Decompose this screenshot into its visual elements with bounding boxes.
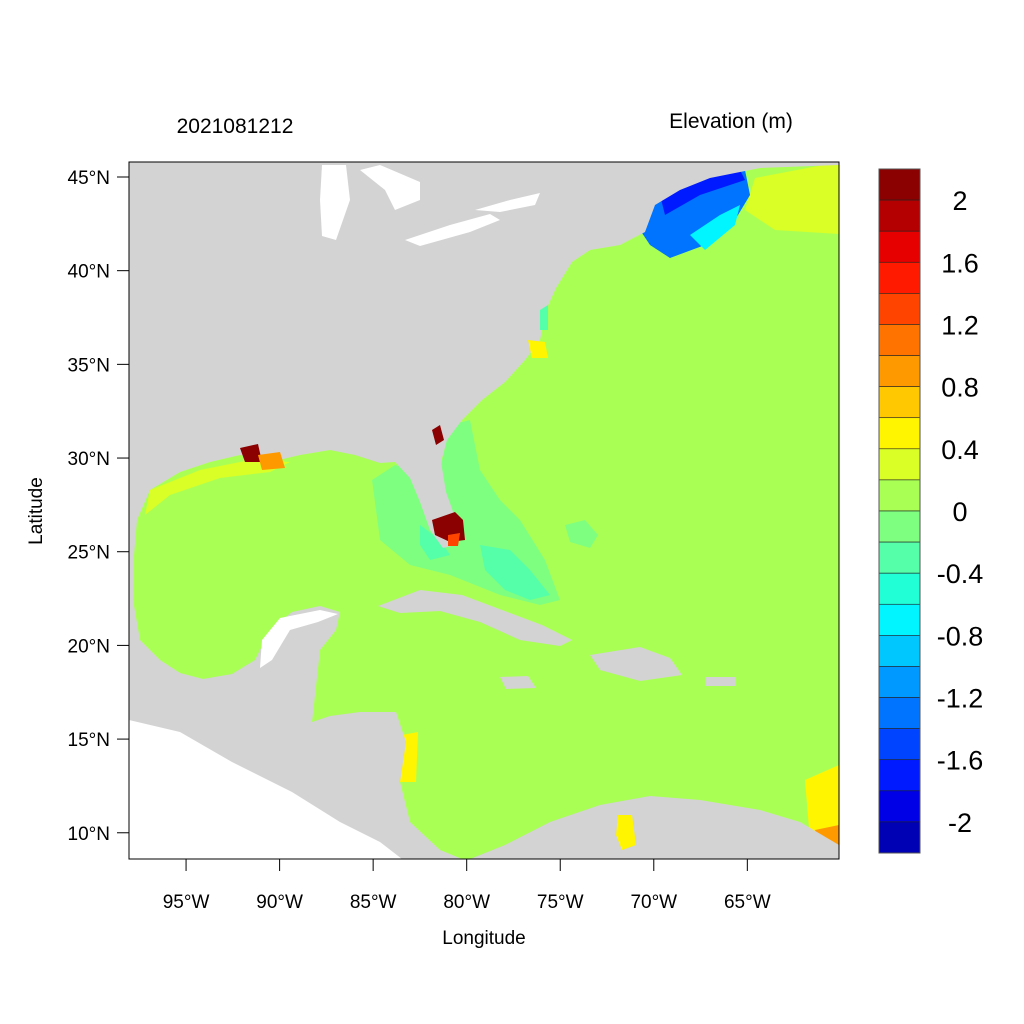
- colorbar-bin: [878, 448, 921, 481]
- colorbar-bin: [878, 324, 921, 356]
- hispaniola-land: [590, 647, 682, 681]
- y-tick-label: 30°N: [68, 449, 110, 470]
- yucatan-no-data: [260, 610, 338, 668]
- gulf-of-maine-low: [660, 170, 745, 215]
- lake-erie: [405, 214, 500, 246]
- jamaica-land: [500, 676, 536, 689]
- colorbar-bin: [878, 261, 921, 294]
- gulf-of-maine-yellow: [745, 162, 839, 234]
- colorbar-label: 0.8: [941, 373, 979, 403]
- variable-title: Elevation (m): [669, 110, 793, 133]
- colorbar-label: -1.6: [937, 746, 984, 776]
- colorbar-bin: [878, 168, 921, 201]
- colorbar-bin: [878, 603, 921, 636]
- colorbar-bin: [878, 635, 921, 667]
- y-tick-label: 35°N: [68, 355, 110, 376]
- colorbar-label: -1.2: [937, 684, 984, 714]
- lake-michigan: [320, 165, 350, 240]
- colorbar-bin: [878, 541, 921, 574]
- y-tick-label: 10°N: [68, 824, 110, 845]
- colorbar-label: 2: [952, 186, 967, 216]
- colorbar-label: 0.4: [941, 435, 979, 465]
- puerto-rico-land: [705, 677, 736, 686]
- colorbar-bin: [878, 759, 921, 792]
- map-area: [129, 162, 839, 859]
- colorbar-label: 0: [952, 497, 967, 527]
- y-tick-label: 45°N: [68, 168, 110, 189]
- y-tick-label: 15°N: [68, 730, 110, 751]
- x-tick-label: 90°W: [256, 892, 303, 913]
- colorbar-bin: [878, 355, 921, 387]
- colorbar-label: 1.6: [941, 248, 979, 278]
- colorbar-frame: [878, 168, 921, 854]
- east-coast-high: [432, 425, 444, 445]
- south-florida-orange: [448, 533, 460, 546]
- y-tick-label: 40°N: [68, 262, 110, 283]
- colorbar: 2 1.6 1.2 0.8 0.4 0 -0.4 -0.8 -1.2 -1.6 -2: [878, 168, 984, 854]
- cuba-land: [378, 590, 572, 646]
- colorbar-label: -0.4: [937, 559, 984, 589]
- date-title: 2021081212: [177, 115, 294, 138]
- south-america-land: [470, 796, 839, 859]
- x-axis: 95°W 90°W 85°W 80°W 75°W 70°W 65°W: [163, 859, 771, 913]
- lake-huron: [360, 165, 420, 210]
- colorbar-bin: [878, 386, 921, 419]
- gulf-of-maine-cyan: [690, 205, 740, 250]
- y-tick-label: 25°N: [68, 543, 110, 564]
- x-tick-label: 75°W: [537, 892, 584, 913]
- colorbar-bin: [878, 697, 921, 729]
- x-tick-label: 95°W: [163, 892, 210, 913]
- y-axis: 45°N 40°N 35°N 30°N 25°N 20°N 15°N 10°N: [68, 168, 129, 845]
- y-axis-label: Latitude: [26, 477, 47, 545]
- colorbar-bin: [878, 230, 921, 263]
- bahamas-anomaly: [480, 545, 550, 600]
- carolina-sound-yellow: [528, 340, 548, 358]
- x-tick-label: 80°W: [443, 892, 490, 913]
- colorbar-bin: [878, 572, 921, 605]
- x-axis-label: Longitude: [442, 928, 525, 949]
- north-america-land: [129, 162, 839, 859]
- florida-bay-anomaly: [420, 525, 450, 560]
- bahamas-east-anomaly: [565, 520, 598, 548]
- lake-maracaibo: [616, 815, 636, 850]
- colorbar-bin: [878, 821, 921, 854]
- colorbar-label: -0.8: [937, 621, 984, 651]
- louisiana-coast-yellow: [145, 460, 290, 515]
- colorbar-bin: [878, 666, 921, 698]
- colorbar-bin: [878, 417, 921, 450]
- louisiana-marsh-high: [240, 444, 262, 462]
- x-tick-label: 65°W: [724, 892, 771, 913]
- x-tick-label: 70°W: [630, 892, 677, 913]
- colorbar-bin: [878, 790, 921, 823]
- colorbar-label: 1.2: [941, 310, 979, 340]
- plot-frame: [128, 161, 840, 860]
- colorbar-bin: [878, 199, 921, 232]
- colorbar-bin: [878, 479, 921, 512]
- x-tick-label: 85°W: [350, 892, 397, 913]
- pacific-no-data: [129, 720, 402, 859]
- lake-ontario: [475, 193, 540, 212]
- y-tick-label: 20°N: [68, 636, 110, 657]
- louisiana-marsh-orange: [258, 452, 285, 470]
- colorbar-bin: [878, 293, 921, 325]
- colorbar-bin: [878, 510, 921, 543]
- chesapeake-cyan: [540, 305, 548, 330]
- colorbar-bin: [878, 728, 921, 761]
- colorbar-label: -2: [948, 808, 972, 838]
